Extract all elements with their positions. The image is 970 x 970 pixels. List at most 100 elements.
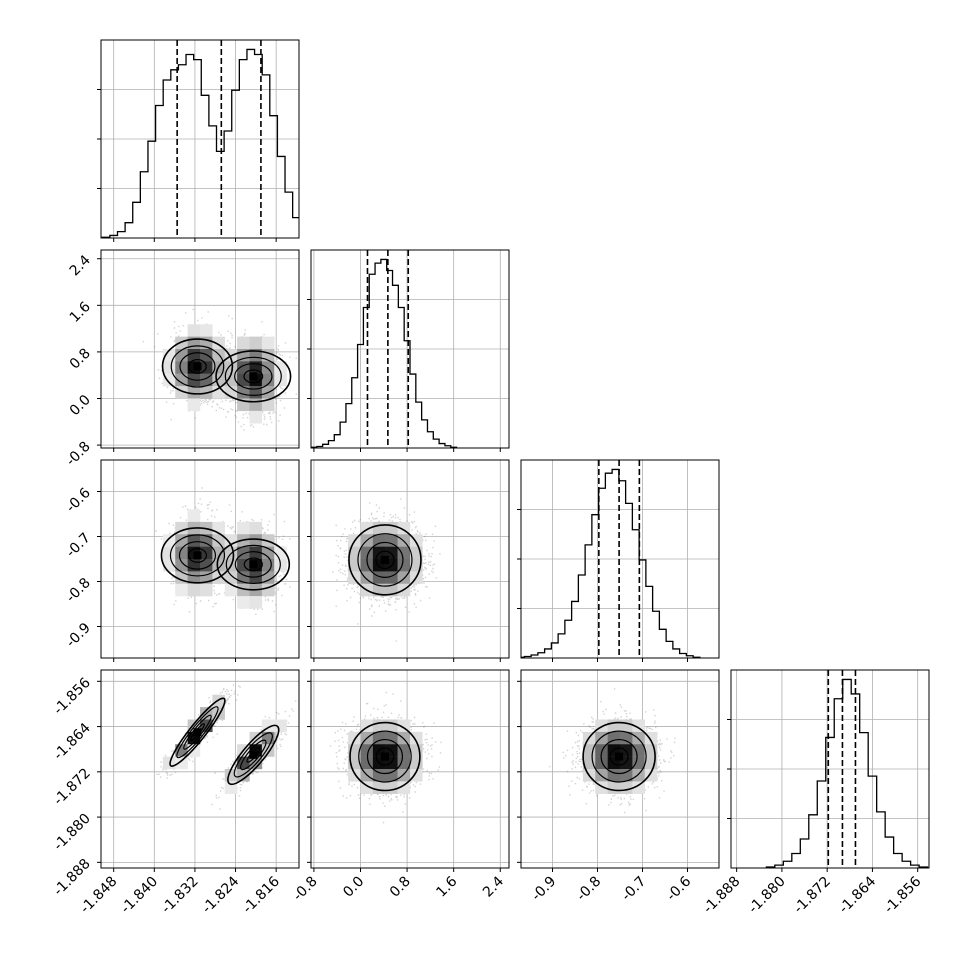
- density-cell: [187, 509, 201, 523]
- density-cell: [249, 336, 263, 350]
- density-cell: [261, 336, 275, 350]
- density-cell: [410, 756, 423, 770]
- density-cell: [249, 349, 263, 362]
- density-cell: [372, 521, 386, 535]
- x-tick-label-p0-4: -1.816: [240, 873, 283, 916]
- contour-level-3: [188, 359, 207, 374]
- density-cell: [620, 769, 633, 782]
- density-cell: [249, 398, 263, 412]
- density-cell: [249, 521, 263, 535]
- density-cell: [162, 756, 176, 770]
- density-cell: [261, 361, 275, 374]
- x-tick-label-p1-4: 2.4: [480, 873, 507, 900]
- x-tick-label-p3-4: -1.856: [881, 873, 924, 916]
- density-cell: [175, 546, 188, 560]
- x-tick-label-p2-3: -0.6: [664, 873, 695, 904]
- y-tick-label-p2-3: -0.6: [63, 485, 94, 516]
- x-tick-label-p1-3: 1.6: [433, 873, 460, 900]
- contour-level-1: [591, 730, 647, 783]
- x-tick-label-p1-0: -0.8: [290, 874, 321, 905]
- scatter-panel-p0-p2: [97, 459, 300, 662]
- density-peak: [249, 372, 258, 381]
- density-peak: [193, 362, 202, 371]
- density-cell: [632, 756, 645, 770]
- scatter-points: [311, 498, 441, 642]
- density-cell: [385, 769, 398, 782]
- y-tick-label-p3-1: -1.880: [51, 811, 94, 854]
- histogram-p2: [521, 468, 701, 658]
- density-cell: [187, 571, 201, 584]
- density-cell: [175, 756, 188, 770]
- contour-level-2: [179, 352, 216, 381]
- panel-frame: [100, 249, 300, 449]
- contour-level-2: [178, 541, 217, 570]
- y-tick-label-p2-1: -0.8: [63, 575, 94, 606]
- density-cell: [385, 719, 398, 733]
- density-cell: [162, 349, 176, 362]
- y-tick-label-p3-3: -1.864: [51, 720, 94, 763]
- density-cell: [397, 744, 411, 757]
- density-cell: [237, 596, 250, 609]
- x-tick-label-p3-1: -1.880: [746, 874, 789, 917]
- density-cell: [274, 719, 287, 733]
- density-cell: [237, 373, 250, 387]
- y-tick-label-p3-0: -1.888: [51, 856, 94, 899]
- histogram-p1: [311, 258, 458, 448]
- contour-level-0: [582, 721, 656, 792]
- density-cell: [385, 534, 398, 547]
- contour-level-3: [243, 557, 263, 572]
- density-peak: [193, 728, 202, 737]
- density-cell: [372, 769, 386, 782]
- scatter-panel-p0-p3: [97, 669, 300, 872]
- density-cell: [595, 744, 608, 757]
- density-cell: [200, 324, 213, 337]
- x-tick-label-p2-2: -0.7: [619, 874, 650, 905]
- scatter-panel-p0-p1: [97, 249, 300, 452]
- y-tick-label-p3-4: -1.856: [51, 675, 94, 718]
- density-cell: [162, 361, 176, 374]
- panel-frame: [100, 459, 300, 659]
- y-tick-label-p1-1: 0.0: [67, 392, 94, 419]
- contour-level-1: [225, 544, 281, 585]
- panel-frame: [310, 459, 510, 659]
- contour-level-0: [216, 538, 291, 591]
- panel-frame: [100, 669, 300, 869]
- contour-level-1: [176, 706, 219, 759]
- y-tick-label-p2-2: -0.7: [63, 530, 94, 561]
- contour-level-3: [375, 747, 395, 766]
- density-cell: [385, 781, 398, 794]
- contour-level-0: [227, 724, 280, 786]
- density-cell: [237, 521, 250, 535]
- density-cell: [261, 559, 275, 572]
- hist-panel-p1: [307, 249, 510, 452]
- contour-level-0: [161, 338, 234, 395]
- density-cell: [397, 756, 411, 770]
- density-cell: [187, 386, 201, 399]
- density-cell: [261, 373, 275, 387]
- hist-panel-p0: [97, 39, 300, 242]
- contour-level-2: [240, 739, 267, 771]
- y-tick-label-p1-3: 1.6: [67, 299, 94, 326]
- density-cell: [224, 361, 238, 374]
- contour-level-3: [187, 547, 208, 563]
- density-cell: [372, 781, 386, 794]
- density-cell: [187, 534, 201, 547]
- density-cell: [187, 744, 201, 757]
- contour-level-3: [375, 550, 395, 570]
- density-cell: [632, 769, 645, 782]
- density-cell: [187, 349, 201, 362]
- density-cell: [360, 781, 374, 794]
- density-cell: [212, 534, 225, 547]
- density-cell: [607, 719, 621, 733]
- x-tick-label-p0-3: -1.824: [199, 873, 242, 916]
- contour-level-2: [234, 363, 273, 390]
- density-cell: [620, 781, 633, 794]
- density-cell: [224, 583, 238, 597]
- contour-level-2: [600, 738, 638, 775]
- density-cell: [410, 769, 423, 782]
- density-peak: [380, 555, 389, 564]
- contour-level-2: [366, 738, 404, 775]
- x-tick-label-p1-2: 0.8: [387, 874, 414, 901]
- density-cell: [397, 769, 411, 782]
